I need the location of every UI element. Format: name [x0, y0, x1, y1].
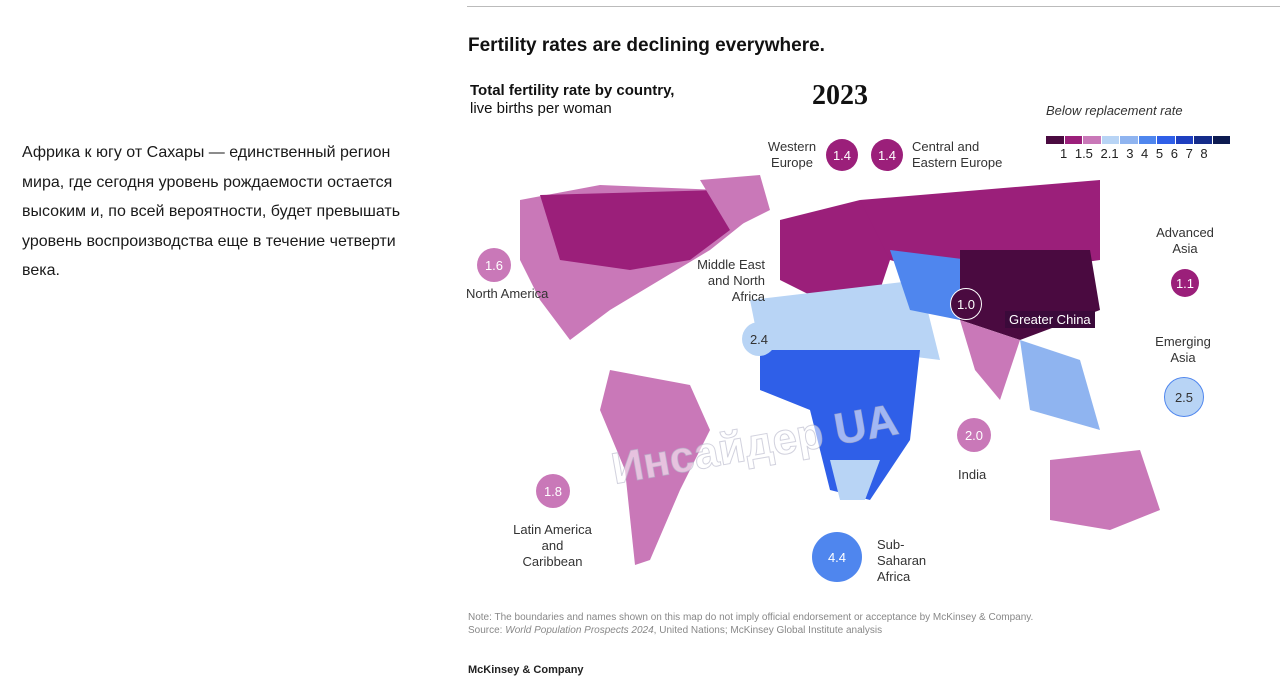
chart-headline: Fertility rates are declining everywhere…: [468, 35, 825, 56]
bubble-mena: 2.4: [742, 322, 776, 356]
legend-swatch: [1194, 136, 1212, 144]
source-title: World Population Prospects 2024: [505, 625, 654, 636]
article-text: Африка к югу от Сахары — единственный ре…: [22, 144, 401, 279]
bubble-greater-china: 1.0: [950, 288, 982, 320]
chart-subtitle: Total fertility rate by country, live bir…: [470, 82, 674, 118]
note-text: Note: The boundaries and names shown on …: [468, 612, 1034, 623]
source-prefix: Source:: [468, 625, 506, 636]
bubble-advanced-asia: 1.1: [1171, 269, 1199, 297]
legend-ticks: 1 1.5 2.1 3 4 5 6 7 8: [1060, 146, 1208, 161]
bubble-india: 2.0: [957, 418, 991, 452]
bubble-central-eastern-europe: 1.4: [871, 139, 903, 171]
footnote: Note: The boundaries and names shown on …: [468, 611, 1033, 637]
legend-title: Below replacement rate: [1046, 103, 1183, 118]
divider: [467, 6, 1280, 7]
label-mena: Middle East and North Africa: [697, 257, 765, 304]
legend-color-bar: [1046, 136, 1231, 144]
map-se-asia: [1020, 340, 1100, 430]
legend-swatch: [1083, 136, 1101, 144]
bubble-emerging-asia: 2.5: [1164, 377, 1204, 417]
label-india: India: [958, 467, 987, 482]
legend-swatch: [1138, 136, 1156, 144]
year-label: 2023: [812, 80, 868, 111]
brand-logo: McKinsey & Company: [468, 664, 584, 676]
legend-swatch: [1120, 136, 1138, 144]
legend-swatch: [1046, 136, 1064, 144]
subtitle-bold: Total fertility rate by country,: [470, 82, 675, 99]
bubble-latin-america: 1.8: [536, 474, 570, 508]
label-emerging-asia: Emerging Asia: [1155, 334, 1211, 365]
source-text: Source: World Population Prospects 2024,…: [468, 624, 1033, 637]
map-greenland: [700, 175, 770, 230]
bubble-north-america: 1.6: [477, 248, 511, 282]
map-canada: [540, 190, 750, 270]
map-india: [960, 320, 1020, 400]
label-western-europe: Western Europe: [767, 139, 817, 170]
legend-swatch: [1212, 136, 1230, 144]
map-south-america: [600, 370, 710, 565]
label-sub-saharan-africa: Sub-Saharan Africa: [877, 537, 927, 584]
map-mena: [750, 280, 940, 360]
label-greater-china: Greater China: [1005, 311, 1095, 328]
map-south-africa: [830, 460, 880, 500]
legend-swatch: [1101, 136, 1119, 144]
subtitle-unit: live births per woman: [470, 100, 612, 117]
label-advanced-asia: Advanced Asia: [1156, 225, 1214, 256]
label-north-america: North America: [466, 286, 549, 301]
map-australia: [1050, 450, 1160, 530]
map-europe: [780, 200, 900, 300]
bubble-sub-saharan-africa: 4.4: [812, 532, 862, 582]
bubble-western-europe: 1.4: [826, 139, 858, 171]
legend-swatch: [1157, 136, 1175, 144]
label-latin-america: Latin America and Caribbean: [513, 522, 592, 569]
map-africa: [760, 350, 920, 500]
legend: Below replacement rate 1 1.5 2.1 3 4 5 6…: [1046, 103, 1231, 161]
legend-swatch: [1175, 136, 1193, 144]
label-central-eastern-europe: Central and Eastern Europe: [912, 139, 1003, 170]
source-rest: , United Nations; McKinsey Global Instit…: [653, 625, 883, 636]
legend-swatch: [1064, 136, 1082, 144]
